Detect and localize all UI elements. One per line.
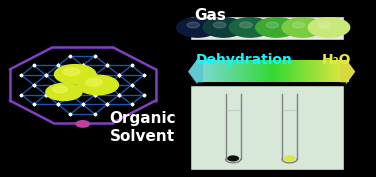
Circle shape xyxy=(308,18,350,37)
FancyBboxPatch shape xyxy=(190,85,344,170)
Text: H₂O: H₂O xyxy=(322,53,351,67)
Circle shape xyxy=(77,75,118,95)
Circle shape xyxy=(203,18,244,37)
FancyArrow shape xyxy=(340,59,355,84)
Circle shape xyxy=(318,22,331,28)
Text: Dehydration: Dehydration xyxy=(196,53,293,67)
Circle shape xyxy=(76,121,89,127)
Circle shape xyxy=(266,22,278,28)
Circle shape xyxy=(240,22,252,28)
Circle shape xyxy=(229,18,271,37)
Circle shape xyxy=(46,84,82,101)
Text: Organic
Solvent: Organic Solvent xyxy=(109,111,176,144)
Ellipse shape xyxy=(284,155,296,161)
Circle shape xyxy=(187,22,200,28)
Circle shape xyxy=(177,18,218,37)
FancyArrow shape xyxy=(188,59,203,84)
Circle shape xyxy=(55,65,96,84)
Circle shape xyxy=(63,68,80,76)
Circle shape xyxy=(293,22,305,28)
Circle shape xyxy=(282,18,323,37)
FancyBboxPatch shape xyxy=(190,16,344,40)
Circle shape xyxy=(86,78,102,86)
Circle shape xyxy=(256,18,297,37)
Circle shape xyxy=(53,86,67,93)
Ellipse shape xyxy=(227,155,239,161)
Text: Gas: Gas xyxy=(195,8,226,23)
Circle shape xyxy=(213,22,226,28)
